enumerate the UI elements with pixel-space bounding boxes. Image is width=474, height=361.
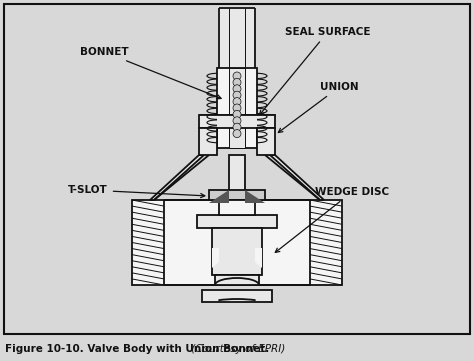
- Circle shape: [233, 104, 241, 112]
- Polygon shape: [255, 248, 262, 268]
- Bar: [215, 275, 259, 285]
- Text: (Courtesy of EPRI): (Courtesy of EPRI): [188, 344, 285, 354]
- Circle shape: [233, 97, 241, 106]
- Text: WEDGE DISC: WEDGE DISC: [275, 187, 389, 252]
- Bar: [132, 200, 342, 285]
- Bar: [197, 215, 277, 228]
- Bar: [219, 200, 255, 215]
- Polygon shape: [209, 190, 229, 203]
- Bar: [219, 8, 255, 68]
- Text: BONNET: BONNET: [80, 47, 221, 99]
- Circle shape: [233, 78, 241, 86]
- Bar: [202, 290, 272, 302]
- Circle shape: [233, 72, 241, 80]
- Text: Figure 10-10. Valve Body with Union Bonnet.: Figure 10-10. Valve Body with Union Bonn…: [5, 344, 269, 354]
- Text: UNION: UNION: [278, 82, 359, 132]
- Text: T-SLOT: T-SLOT: [68, 185, 205, 198]
- Circle shape: [233, 130, 241, 138]
- Bar: [217, 68, 257, 148]
- Circle shape: [233, 123, 241, 131]
- Polygon shape: [150, 155, 204, 200]
- Bar: [199, 115, 275, 128]
- Bar: [212, 228, 262, 275]
- Text: SEAL SURFACE: SEAL SURFACE: [260, 27, 371, 115]
- Polygon shape: [270, 155, 324, 200]
- Circle shape: [233, 117, 241, 125]
- Bar: [257, 128, 275, 155]
- Circle shape: [233, 85, 241, 93]
- Polygon shape: [212, 248, 219, 268]
- Polygon shape: [245, 190, 265, 203]
- Circle shape: [233, 91, 241, 99]
- Bar: [199, 128, 217, 155]
- Circle shape: [233, 110, 241, 118]
- Bar: [229, 155, 245, 195]
- Bar: [229, 68, 245, 148]
- Bar: [209, 190, 265, 200]
